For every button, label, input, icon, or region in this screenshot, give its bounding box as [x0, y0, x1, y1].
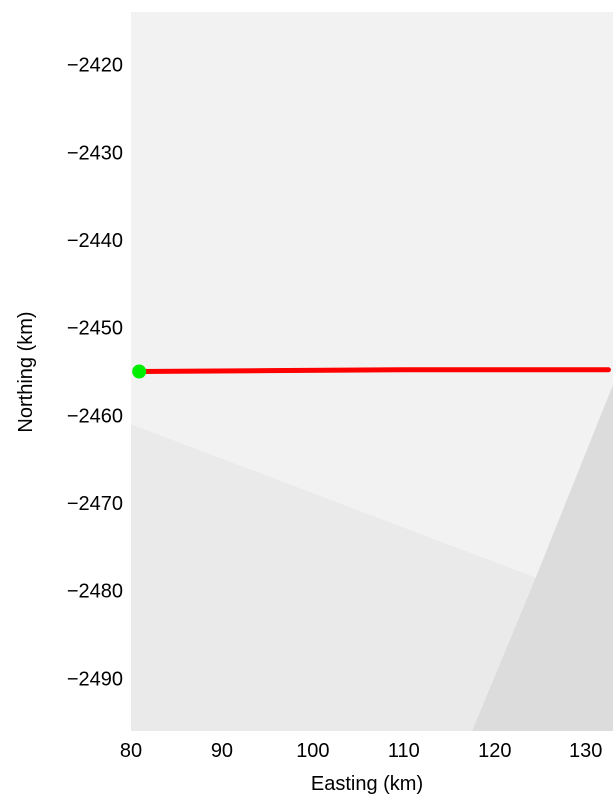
- x-tick-label: 90: [211, 740, 233, 762]
- y-tick-label: −2490: [67, 668, 123, 690]
- lower-left-region: [131, 424, 536, 731]
- x-axis-label: Easting (km): [311, 773, 423, 795]
- y-tick-label: −2420: [67, 55, 123, 77]
- start-marker: [132, 364, 147, 379]
- y-axis-label: Northing (km): [15, 311, 37, 432]
- y-tick-label: −2460: [67, 405, 123, 427]
- y-tick-labels: −2420 −2430 −2440 −2450 −2460 −2470 −2480 −2490: [67, 55, 123, 691]
- map-regions: [131, 12, 613, 731]
- x-tick-label: 100: [296, 740, 329, 762]
- x-tick-label: 130: [569, 740, 602, 762]
- y-tick-label: −2430: [67, 142, 123, 164]
- x-tick-label: 80: [120, 740, 142, 762]
- track-layer: [132, 364, 611, 379]
- x-tick-label: 110: [388, 740, 420, 762]
- lower-right-region: [472, 384, 613, 731]
- y-tick-label: −2450: [67, 318, 123, 340]
- y-tick-label: −2470: [67, 493, 123, 515]
- upper-ice-region: [131, 12, 613, 578]
- y-tick-label: −2480: [67, 581, 123, 603]
- x-tick-labels: 80 90 100 110 120 130: [120, 740, 603, 762]
- x-tick-label: 120: [478, 740, 511, 762]
- track-line: [136, 367, 611, 374]
- y-tick-label: −2440: [67, 230, 123, 252]
